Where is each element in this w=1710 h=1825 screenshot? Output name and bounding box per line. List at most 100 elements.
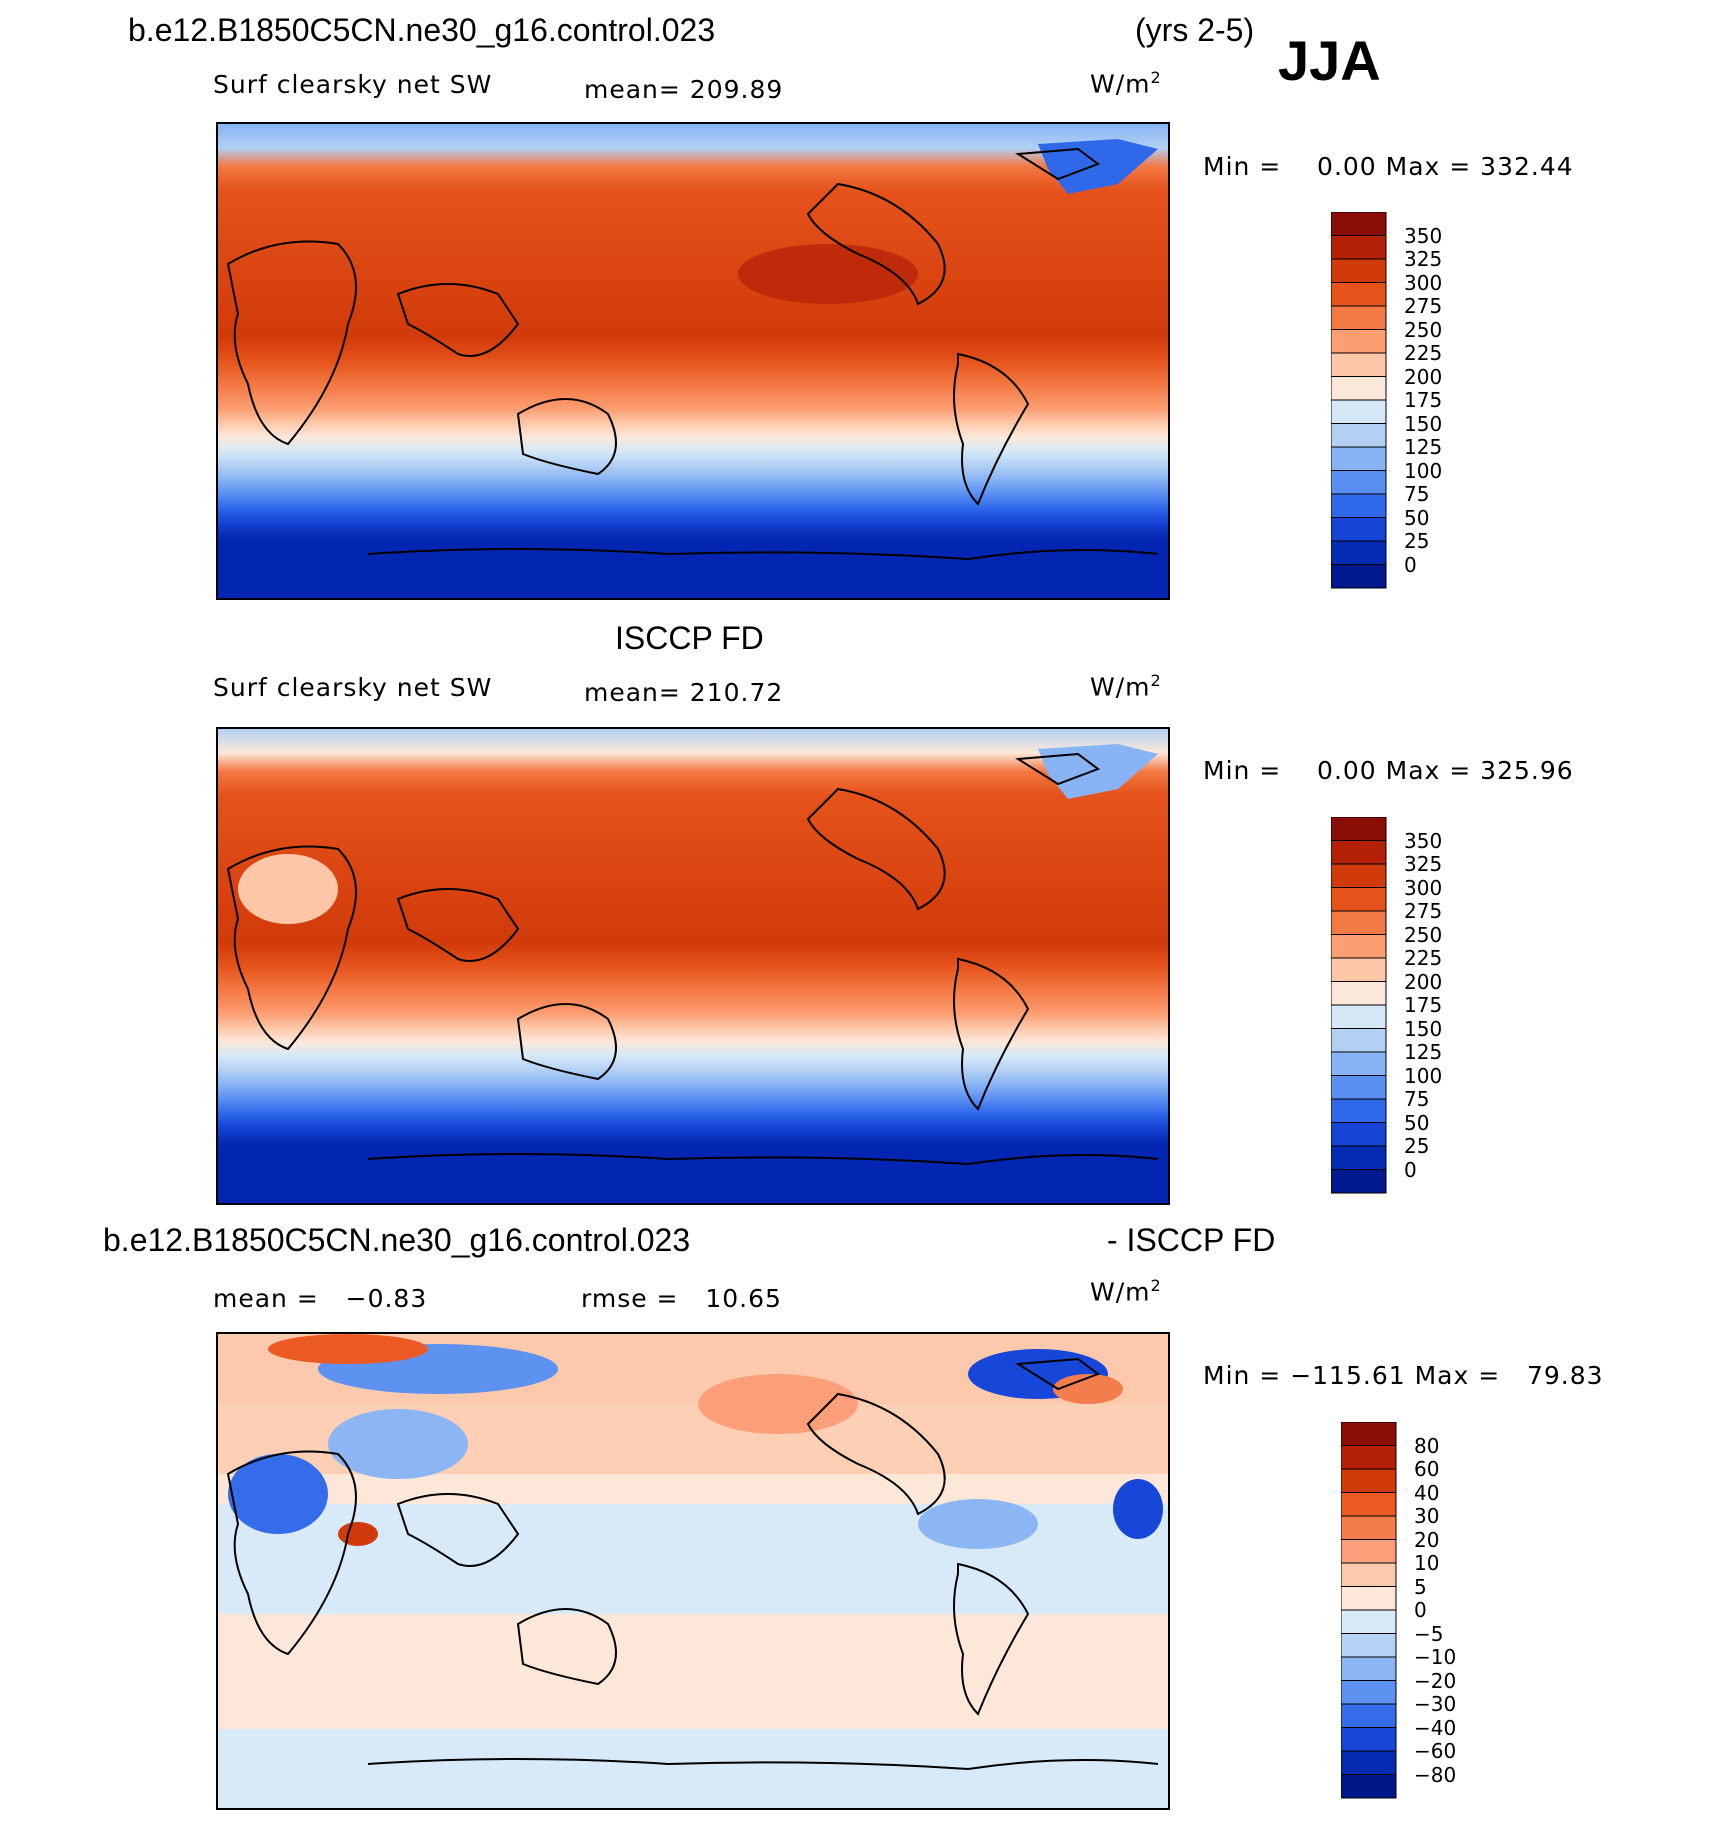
units-label: W/m2 [1090, 68, 1162, 99]
colorbar-swatch [1331, 887, 1387, 912]
colorbar-swatch [1331, 352, 1387, 377]
map-panel-model [216, 122, 1170, 600]
colorbar-swatch [1341, 1656, 1397, 1681]
colorbar-swatch [1331, 863, 1387, 888]
colorbar-tick-label: 175 [1404, 388, 1443, 412]
colorbar-swatch [1341, 1492, 1397, 1517]
colorbar-tick-label: 125 [1404, 435, 1443, 459]
colorbar-tick-label: −30 [1414, 1692, 1457, 1716]
colorbar-tick-label: 300 [1404, 875, 1443, 900]
colorbar-difference [1341, 1422, 1397, 1799]
colorbar-tick-label: 150 [1404, 1016, 1443, 1041]
colorbar-tick-label: 300 [1404, 270, 1443, 295]
colorbar-tick-label: 325 [1404, 852, 1443, 876]
season-label: JJA [1278, 29, 1381, 92]
colorbar-swatch [1331, 934, 1387, 959]
colorbar-swatch [1341, 1422, 1397, 1446]
colorbar-swatch [1331, 305, 1387, 330]
colorbar-tick-label: 0 [1414, 1598, 1427, 1622]
colorbar-tick-label: 125 [1404, 1040, 1443, 1064]
colorbar-swatch [1331, 1075, 1387, 1100]
colorbar-swatch [1331, 329, 1387, 354]
colorbar-tick-label: −60 [1414, 1739, 1457, 1763]
difference-field-map [218, 1334, 1168, 1808]
colorbar-tick-label: 75 [1404, 1087, 1430, 1111]
colorbar-swatch [1331, 235, 1387, 260]
colorbar-tick-label: 175 [1404, 993, 1443, 1017]
mean-label: mean= 210.72 [584, 678, 784, 707]
colorbar-tick-label: 250 [1404, 922, 1443, 947]
colorbar-swatch [1331, 493, 1387, 518]
colorbar-swatch [1331, 399, 1387, 424]
years-label: (yrs 2-5) [1135, 12, 1255, 48]
colorbar-tick-label: 50 [1404, 1110, 1430, 1135]
colorbar-tick-label: −5 [1414, 1621, 1444, 1646]
colorbar-tick-label: 5 [1414, 1574, 1427, 1599]
map-panel-obs [216, 727, 1170, 1205]
colorbar-swatch [1331, 282, 1387, 307]
colorbar-swatch [1341, 1727, 1397, 1752]
colorbar-swatch [1341, 1515, 1397, 1540]
colorbar-tick-label: 0 [1404, 1157, 1417, 1182]
colorbar-tick-label: 10 [1414, 1551, 1440, 1575]
colorbar-tick-label: 40 [1414, 1480, 1440, 1505]
diff-title-right: - ISCCP FD [1107, 1222, 1276, 1258]
colorbar-tick-label: 200 [1404, 969, 1443, 994]
min-max-label: Min = −115.61 Max = 79.83 [1203, 1361, 1604, 1390]
colorbar-tick-label: 80 [1414, 1433, 1440, 1458]
colorbar-tick-label: −20 [1414, 1668, 1457, 1693]
colorbar-tick-label: 25 [1404, 529, 1430, 553]
colorbar-swatch [1331, 470, 1387, 495]
colorbar-swatch [1331, 957, 1387, 982]
colorbar-swatch [1331, 1004, 1387, 1029]
colorbar-tick-label: 275 [1404, 899, 1443, 923]
colorbar-swatch [1341, 1586, 1397, 1611]
colorbar-tick-label: 225 [1404, 946, 1443, 970]
colorbar-tick-label: 100 [1404, 458, 1443, 483]
colorbar-tick-label: −80 [1414, 1762, 1457, 1787]
variable-label: Surf clearsky net SW [213, 70, 493, 99]
mean-label: mean= 209.89 [584, 75, 784, 104]
colorbar-swatch [1341, 1539, 1397, 1564]
colorbar-obs [1331, 817, 1387, 1194]
colorbar-swatch [1331, 817, 1387, 841]
colorbar-swatch [1331, 376, 1387, 401]
colorbar-swatch [1331, 446, 1387, 471]
min-max-label: Min = 0.00 Max = 332.44 [1203, 152, 1574, 181]
colorbar-tick-label: 100 [1404, 1063, 1443, 1088]
colorbar-swatch [1331, 1051, 1387, 1076]
colorbar-swatch [1341, 1468, 1397, 1493]
units-label: W/m2 [1090, 1276, 1162, 1307]
colorbar-tick-label: 350 [1404, 828, 1443, 853]
colorbar-tick-label: 225 [1404, 341, 1443, 365]
colorbar-tick-label: 250 [1404, 317, 1443, 342]
colorbar-tick-label: 20 [1414, 1527, 1440, 1552]
colorbar-tick-label: 325 [1404, 247, 1443, 271]
colorbar-swatch [1331, 1098, 1387, 1123]
units-label: W/m2 [1090, 671, 1162, 702]
mean-label: mean = −0.83 [213, 1284, 428, 1313]
colorbar-swatch [1341, 1750, 1397, 1775]
colorbar-swatch [1331, 258, 1387, 283]
colorbar-tick-label: 75 [1404, 482, 1430, 506]
obs-field-map [218, 729, 1168, 1203]
colorbar-swatch [1331, 540, 1387, 565]
colorbar-swatch [1341, 1562, 1397, 1587]
obs-title: ISCCP FD [615, 620, 764, 656]
colorbar-tick-label: 50 [1404, 505, 1430, 530]
diff-title-left: b.e12.B1850C5CN.ne30_g16.control.023 [103, 1222, 691, 1258]
variable-label: Surf clearsky net SW [213, 673, 493, 702]
colorbar-tick-label: 0 [1404, 552, 1417, 577]
colorbar-tick-label: −10 [1414, 1645, 1457, 1669]
colorbar-tick-label: 275 [1404, 294, 1443, 318]
colorbar-tick-label: −40 [1414, 1715, 1457, 1740]
colorbar-swatch [1341, 1445, 1397, 1470]
colorbar-swatch [1331, 564, 1387, 589]
model-field-map [218, 124, 1168, 598]
min-max-label: Min = 0.00 Max = 325.96 [1203, 756, 1574, 785]
colorbar-tick-label: 150 [1404, 411, 1443, 436]
colorbar-swatch [1331, 517, 1387, 542]
colorbar-swatch [1341, 1703, 1397, 1728]
colorbar-swatch [1331, 212, 1387, 236]
map-panel-difference [216, 1332, 1170, 1810]
